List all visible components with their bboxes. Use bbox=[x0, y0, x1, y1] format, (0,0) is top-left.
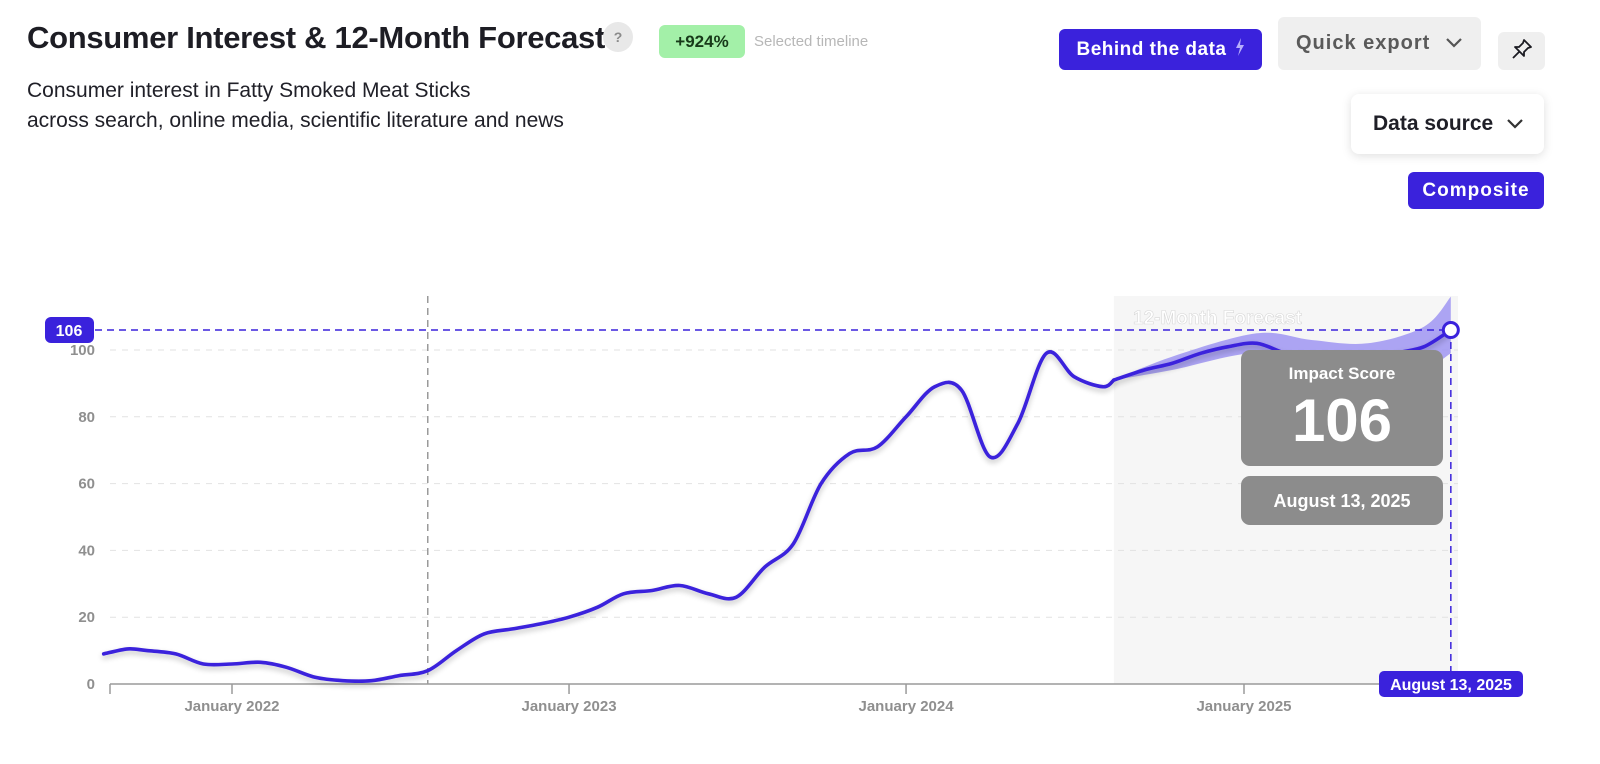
behind-the-data-button[interactable]: Behind the data bbox=[1059, 29, 1262, 70]
tooltip-date-box bbox=[1241, 476, 1443, 525]
pin-icon bbox=[1511, 38, 1533, 65]
x-tick-label: January 2025 bbox=[1196, 698, 1291, 715]
y-tick-label: 40 bbox=[78, 542, 95, 559]
highlight-point bbox=[1441, 320, 1460, 339]
subtitle-line-2: across search, online media, scientific … bbox=[27, 109, 564, 132]
lightning-icon bbox=[1235, 37, 1245, 62]
chevron-down-icon bbox=[1445, 32, 1463, 55]
composite-button[interactable]: Composite bbox=[1408, 172, 1544, 209]
behind-the-data-label: Behind the data bbox=[1076, 38, 1227, 60]
growth-badge: +924% bbox=[659, 25, 745, 58]
subtitle-line-1: Consumer interest in Fatty Smoked Meat S… bbox=[27, 79, 471, 102]
badge-note: Selected timeline bbox=[754, 33, 869, 50]
chevron-down-icon bbox=[1506, 112, 1524, 136]
data-source-label: Data source bbox=[1373, 112, 1494, 135]
y-tick-label: 0 bbox=[87, 676, 95, 693]
y-tick-label: 20 bbox=[78, 609, 95, 626]
quick-export-label: Quick export bbox=[1296, 32, 1431, 54]
tooltip-box bbox=[1241, 350, 1443, 466]
y-tick-label: 80 bbox=[78, 409, 95, 426]
forecast-label: 12-Month Forecast bbox=[1133, 308, 1303, 329]
x-tick-label: January 2022 bbox=[184, 698, 279, 715]
y-value-badge-label: 106 bbox=[56, 323, 83, 340]
x-tick-label: January 2023 bbox=[521, 698, 616, 715]
pin-button[interactable] bbox=[1498, 32, 1545, 70]
tooltip-date: August 13, 2025 bbox=[1273, 491, 1410, 511]
tooltip-value: 106 bbox=[1292, 387, 1392, 454]
help-icon[interactable]: ? bbox=[603, 22, 633, 52]
x-date-badge bbox=[1379, 671, 1523, 697]
data-source-dropdown[interactable]: Data source bbox=[1351, 94, 1544, 154]
page-title: Consumer Interest & 12-Month Forecast bbox=[27, 20, 606, 55]
tooltip-title: Impact Score bbox=[1289, 364, 1396, 383]
y-tick-label: 100 bbox=[70, 342, 95, 359]
actual-series-line bbox=[101, 350, 1116, 683]
quick-export-button[interactable]: Quick export bbox=[1278, 17, 1481, 70]
x-tick-label: January 2024 bbox=[859, 698, 955, 715]
y-value-badge bbox=[45, 316, 94, 343]
y-tick-label: 60 bbox=[78, 476, 95, 493]
x-date-badge-label: August 13, 2025 bbox=[1390, 677, 1512, 694]
